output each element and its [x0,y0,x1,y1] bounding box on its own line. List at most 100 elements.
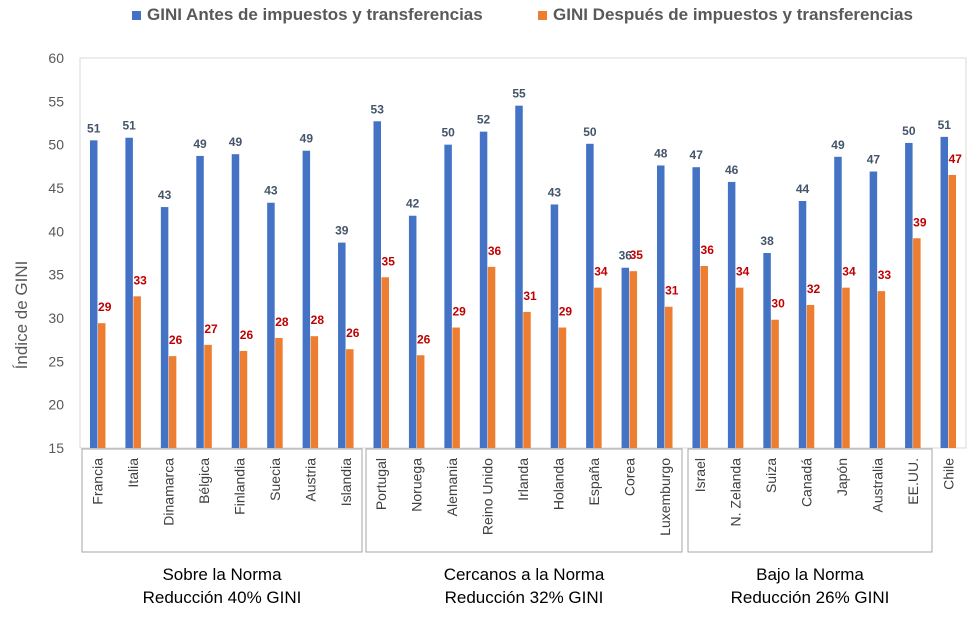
data-label-before-0: 51 [87,121,101,135]
category-label: Austria [302,458,318,502]
bar-after-16 [665,306,673,448]
y-tick-label: 40 [48,223,64,239]
bar-after-14 [594,287,602,448]
group-box-0 [81,448,363,553]
data-label-after-8: 35 [382,254,396,268]
data-label-before-21: 49 [831,138,845,152]
bar-after-20 [806,305,815,448]
data-label-after-9: 26 [417,332,431,346]
data-label-after-3: 27 [204,322,218,336]
bar-before-3 [196,155,204,448]
group-caption-cercanos-line2: Reducción 32% GINI [444,588,604,607]
y-tick-label: 50 [48,137,64,153]
bar-after-19 [771,319,779,448]
bar-before-15 [621,267,630,448]
bar-after-8 [381,277,389,448]
category-label: Chile [940,458,956,490]
data-label-before-18: 46 [725,163,739,177]
legend-item-before: GINI Antes de impuestos y transferencias [132,5,483,25]
bar-after-24 [948,175,957,448]
bar-before-7 [338,242,346,448]
data-label-before-8: 53 [371,102,385,116]
data-label-after-12: 31 [523,289,537,303]
category-label: Suecia [267,458,283,501]
group-caption-bajo-line1: Bajo la Norma [756,565,864,584]
bar-before-9 [408,215,417,448]
data-label-before-23: 50 [902,124,916,138]
bar-before-22 [869,171,878,449]
y-tick-label: 35 [48,267,64,283]
data-label-before-1: 51 [122,119,136,133]
data-label-after-6: 28 [311,313,325,327]
data-label-after-11: 36 [488,244,502,258]
data-label-after-18: 34 [736,265,750,279]
data-label-after-14: 34 [594,265,608,279]
category-label: Reino Unido [480,458,496,535]
bar-after-2 [168,356,177,448]
category-label: Francia [90,458,106,505]
data-label-after-24: 47 [949,152,963,166]
bar-before-1 [125,137,133,448]
category-label: Finlandia [231,458,247,515]
legend-swatch-after [538,10,547,20]
data-label-after-20: 32 [807,282,821,296]
group-caption-sobre-line2: Reducción 40% GINI [142,588,302,607]
category-label: Corea [621,458,637,496]
category-label: Islandia [338,458,354,506]
data-label-before-17: 47 [690,148,704,162]
y-axis-title: Índice de GINI [9,250,35,380]
group-caption-bajo: Bajo la Norma Reducción 26% GINI [688,563,932,609]
data-label-after-19: 30 [771,297,785,311]
category-label: N. Zelanda [728,458,744,527]
bar-after-5 [275,337,283,448]
category-label: Suiza [763,458,779,493]
data-label-after-21: 34 [842,265,856,279]
data-label-before-4: 49 [229,135,243,149]
category-label: Holanda [550,458,566,510]
bar-before-8 [373,121,381,449]
group-caption-sobre: Sobre la Norma Reducción 40% GINI [82,563,362,609]
data-label-before-22: 47 [867,153,881,167]
bar-before-0 [89,140,98,449]
data-label-before-10: 50 [441,126,455,140]
data-label-after-15: 35 [630,248,644,262]
data-label-before-9: 42 [406,197,420,211]
data-label-before-14: 50 [583,125,597,139]
data-label-before-11: 52 [477,113,491,127]
data-label-before-5: 43 [264,184,278,198]
data-label-before-16: 48 [654,146,668,160]
data-label-after-17: 36 [701,243,715,257]
category-label: Portugal [373,458,389,510]
category-label: Canadá [799,458,815,507]
y-tick-label: 25 [48,353,64,369]
bar-after-3 [204,344,212,448]
legend-swatch-before [132,10,141,20]
data-label-after-5: 28 [275,315,289,329]
bar-before-4 [231,154,240,448]
bar-after-15 [629,271,638,448]
bar-before-24 [940,136,949,448]
category-label: España [586,458,602,506]
bar-after-7 [346,349,354,448]
bar-after-18 [735,287,744,448]
bar-before-12 [515,105,523,449]
bar-before-2 [160,207,169,448]
bar-after-4 [239,350,248,448]
data-label-before-2: 43 [158,188,172,202]
category-label: Italia [125,458,141,488]
data-label-before-13: 43 [548,185,562,199]
category-label: Bélgica [196,458,212,504]
bar-after-11 [487,266,496,448]
category-label: Dinamarca [161,458,177,526]
plot-area-frame [79,57,967,449]
category-label: Australia [869,458,885,513]
data-label-after-13: 29 [559,305,573,319]
data-label-after-7: 26 [346,326,360,340]
bar-before-11 [479,131,488,448]
data-label-after-2: 26 [169,333,183,347]
y-tick-label: 20 [48,397,64,413]
bar-after-1 [133,296,141,448]
bar-before-14 [586,143,594,449]
y-tick-label: 55 [48,93,64,109]
legend-item-after: GINI Después de impuestos y transferenci… [538,5,913,25]
